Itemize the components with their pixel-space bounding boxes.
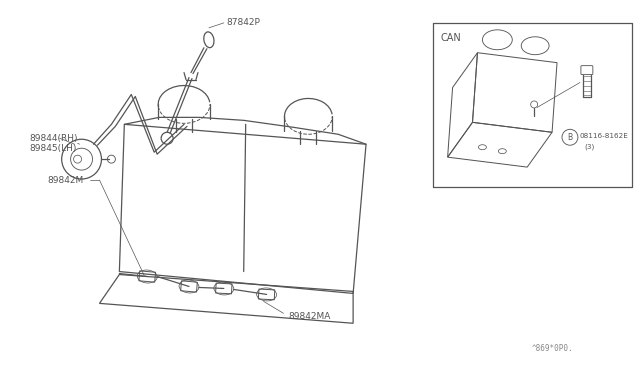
Text: B: B: [568, 133, 573, 142]
Text: 08116-8162E: 08116-8162E: [580, 133, 628, 139]
Text: 89842MA: 89842MA: [289, 312, 331, 321]
Text: 89842M: 89842M: [48, 176, 84, 185]
Text: ^869*0P0.: ^869*0P0.: [532, 344, 574, 353]
Text: (3): (3): [584, 144, 594, 150]
Text: CAN: CAN: [441, 33, 461, 43]
Text: 87842P: 87842P: [227, 18, 260, 28]
Text: 89845(LH): 89845(LH): [30, 144, 77, 153]
Text: 89844(RH): 89844(RH): [30, 134, 78, 143]
